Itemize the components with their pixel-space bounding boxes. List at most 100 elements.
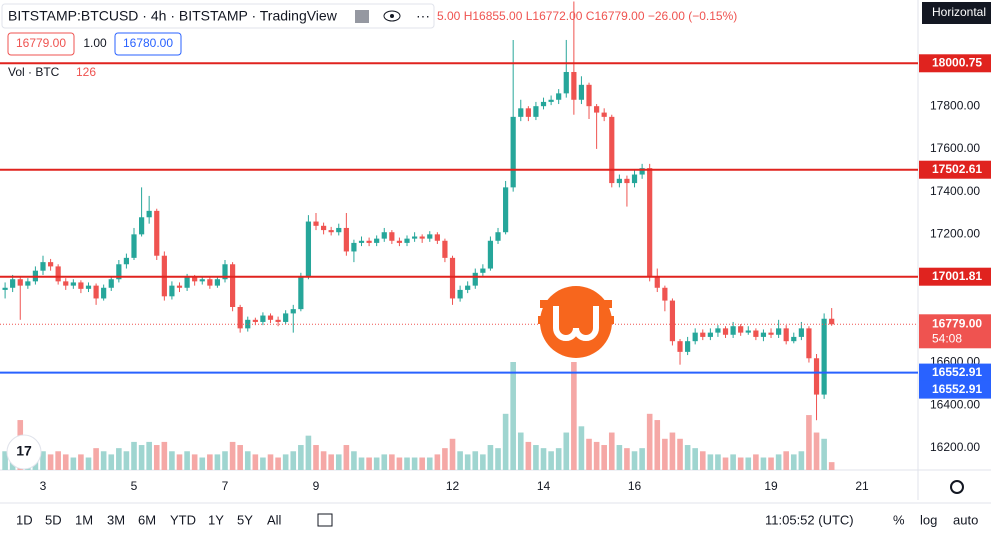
bid-box[interactable]	[7, 32, 75, 56]
ask-box[interactable]	[114, 32, 182, 56]
volume-bar	[358, 457, 365, 470]
range-button[interactable]: 6M	[138, 512, 156, 527]
volume-bar	[510, 362, 516, 470]
candle-body	[707, 332, 713, 337]
volume-bar	[806, 415, 812, 470]
volume-bar	[351, 451, 357, 470]
candle-body	[586, 84, 592, 107]
volume-bar	[624, 448, 630, 470]
range-button[interactable]: 3M	[107, 512, 125, 527]
candle-body	[692, 332, 698, 342]
percent-toggle[interactable]: %	[893, 512, 905, 527]
x-tick-label: 14	[537, 479, 551, 493]
volume-bar	[426, 457, 433, 470]
candle-body	[275, 319, 281, 322]
volume-bar	[586, 438, 592, 470]
candle-body	[715, 328, 721, 333]
candle-body	[389, 232, 395, 241]
volume-bar	[366, 457, 372, 470]
range-button[interactable]: YTD	[170, 512, 196, 527]
range-button[interactable]: 1M	[75, 512, 93, 527]
log-toggle[interactable]: log	[920, 512, 937, 527]
candle-body	[639, 168, 645, 175]
candle-body	[321, 225, 327, 231]
volume-bar	[472, 451, 479, 470]
candle-body	[631, 174, 638, 184]
auto-toggle[interactable]: auto	[953, 512, 978, 527]
candle-body	[829, 318, 835, 325]
x-tick-label: 12	[446, 479, 460, 493]
x-tick-label: 16	[628, 479, 642, 493]
volume-bar	[540, 448, 547, 470]
candle-body	[563, 71, 569, 94]
volume-bar	[571, 362, 577, 470]
volume-bar	[229, 441, 236, 470]
candle-body	[40, 262, 46, 271]
candle-body	[601, 112, 607, 117]
volume-bar	[722, 457, 729, 470]
volume-bar	[381, 454, 388, 470]
candle-body	[93, 285, 99, 299]
candle-body	[419, 236, 425, 239]
volume-bar	[608, 432, 615, 470]
candle-body	[427, 234, 433, 239]
volume-bar	[298, 445, 304, 470]
candle-body	[791, 336, 797, 342]
candle-body	[616, 178, 622, 184]
candle-body	[351, 242, 357, 252]
volume-bar	[47, 454, 54, 470]
range-button[interactable]: 5Y	[237, 512, 253, 527]
candle-body	[199, 279, 205, 282]
volume-bar	[260, 457, 266, 470]
line-price-box	[919, 267, 991, 286]
candle-body	[594, 106, 600, 113]
eye-icon[interactable]	[383, 10, 401, 22]
volume-bar	[487, 445, 494, 470]
candle-body	[47, 262, 54, 267]
volume-bar	[631, 451, 638, 470]
tv-logo[interactable]	[6, 434, 42, 470]
range-button[interactable]: All	[267, 512, 282, 527]
watermark-logo	[538, 286, 614, 358]
candle-body	[510, 116, 516, 188]
range-button[interactable]: 1Y	[208, 512, 224, 527]
volume-bar	[222, 451, 228, 470]
flag-icon[interactable]	[355, 10, 369, 23]
symbol-box[interactable]	[1, 3, 435, 29]
line-price-box	[919, 160, 991, 179]
candle-body	[722, 328, 729, 335]
x-tick-label: 21	[855, 479, 869, 493]
y-tick-label: 17200.00	[930, 227, 980, 241]
more-icon[interactable]: ···	[416, 8, 430, 24]
bar-countdown: 54:08	[932, 331, 962, 345]
candle-body	[70, 282, 76, 286]
volume-bar	[320, 451, 327, 470]
candle-body	[495, 232, 501, 241]
candle-body	[237, 306, 243, 329]
volume-bar	[404, 457, 410, 470]
volume-bar	[161, 441, 168, 470]
candle-body	[662, 287, 668, 301]
candle-body	[457, 289, 463, 299]
last-price-box	[919, 314, 991, 349]
line-price-label: 16552.91	[932, 365, 982, 379]
range-button[interactable]: 1D	[16, 512, 33, 527]
candle-body	[245, 319, 251, 329]
candle-body	[556, 93, 562, 100]
line-price-label: 17001.81	[932, 269, 982, 283]
candle-body	[366, 240, 372, 243]
candle-body	[449, 257, 456, 299]
candle-body	[298, 277, 304, 310]
candle-body	[677, 341, 683, 352]
range-button[interactable]: 5D	[45, 512, 62, 527]
settings-icon[interactable]	[950, 480, 964, 494]
candle-body	[654, 277, 660, 288]
candle-body	[267, 315, 274, 320]
volume-bar	[411, 457, 418, 470]
candle-body	[472, 272, 478, 286]
candle-body	[184, 277, 190, 288]
candle-body	[2, 287, 8, 290]
volume-bar	[176, 454, 183, 470]
candle-body	[685, 341, 691, 352]
calendar-icon[interactable]	[317, 513, 333, 527]
